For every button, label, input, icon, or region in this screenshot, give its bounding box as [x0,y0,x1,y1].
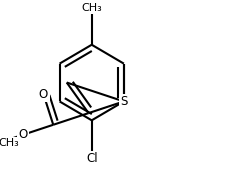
Text: Cl: Cl [86,152,98,165]
Text: O: O [39,88,48,101]
Text: CH₃: CH₃ [0,138,19,148]
Text: O: O [18,128,28,141]
Text: CH₃: CH₃ [81,3,102,13]
Text: S: S [120,95,128,108]
